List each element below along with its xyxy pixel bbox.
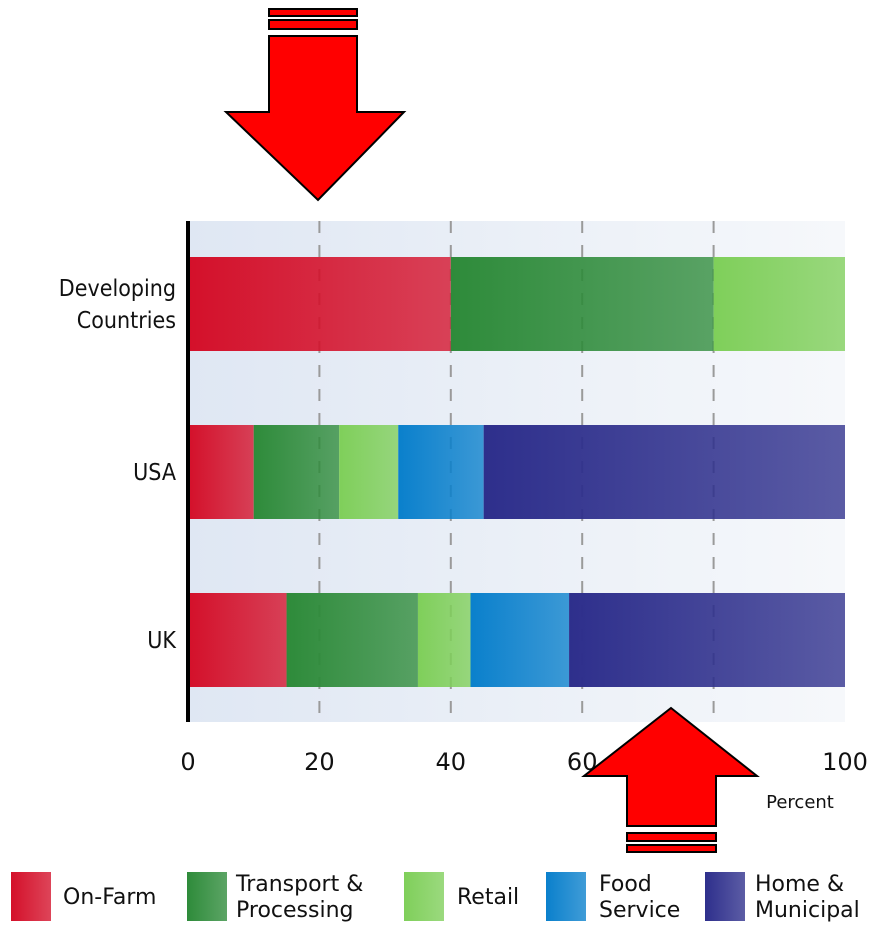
bar-segment xyxy=(398,425,484,519)
category-label: Developing xyxy=(59,276,176,302)
bar-segment xyxy=(470,593,570,687)
legend-label: Home & xyxy=(755,872,844,897)
bar-segment xyxy=(483,425,845,519)
category-labels: Developing Countries USA UK xyxy=(59,276,177,654)
legend-label: Food xyxy=(599,872,652,897)
bar-segment xyxy=(188,425,254,519)
legend-swatch xyxy=(187,872,227,921)
legend-swatch xyxy=(11,872,51,921)
bars xyxy=(188,257,845,687)
x-tick-label: 20 xyxy=(304,748,335,776)
x-tick-label: 40 xyxy=(436,748,467,776)
x-tick-labels: 020406080100 xyxy=(180,748,868,776)
bar-segment xyxy=(417,593,471,687)
down-arrow-icon xyxy=(223,8,407,202)
legend-swatch xyxy=(705,872,745,921)
legend-label: Service xyxy=(599,898,680,923)
category-label: Countries xyxy=(77,308,176,334)
bar-segment xyxy=(188,593,287,687)
legend-label: On-Farm xyxy=(63,885,156,910)
legend-label: Municipal xyxy=(755,898,860,923)
bar-segment xyxy=(339,425,399,519)
legend: On-Farm Transport &Processing Retail FoodSe… xyxy=(11,872,860,923)
up-arrow-icon xyxy=(581,706,760,853)
legend-label: Processing xyxy=(236,898,353,923)
bar-segment xyxy=(188,257,451,351)
x-tick-label: 100 xyxy=(822,748,868,776)
legend-label: Transport & xyxy=(235,872,363,897)
bar-segment xyxy=(713,257,845,351)
legend-swatch xyxy=(404,872,444,921)
bar-segment xyxy=(569,593,845,687)
bar-segment xyxy=(450,257,714,351)
x-axis-title: Percent xyxy=(766,792,834,813)
legend-label: Retail xyxy=(457,885,519,910)
category-label: USA xyxy=(133,460,176,486)
category-label: UK xyxy=(147,628,176,654)
bar-segment xyxy=(253,425,340,519)
x-tick-label: 0 xyxy=(180,748,195,776)
legend-swatch xyxy=(546,872,586,921)
bar-segment xyxy=(286,593,418,687)
